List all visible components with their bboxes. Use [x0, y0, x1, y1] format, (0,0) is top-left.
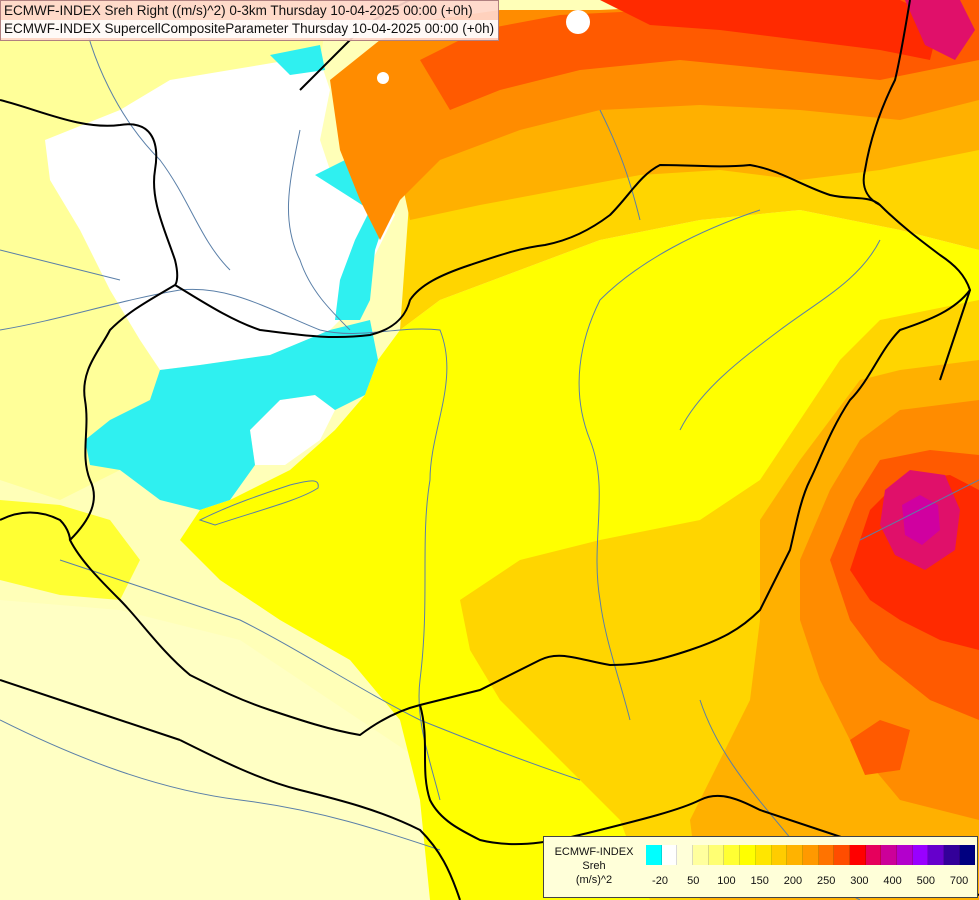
- field-purple: [902, 495, 940, 545]
- border-bosnia: [179, 739, 461, 900]
- river-north-2: [287, 129, 351, 331]
- legend-swatch: [865, 845, 882, 865]
- legend-swatch: [708, 845, 725, 865]
- river-north-1: [79, 0, 231, 271]
- river-west-1: [0, 249, 121, 281]
- legend-swatch: [646, 845, 662, 865]
- legend-swatch: [944, 845, 960, 865]
- field-red-southeast: [850, 720, 910, 775]
- field-white-spot-1: [566, 10, 590, 34]
- border-romania-west: [939, 289, 971, 381]
- field-magenta-north: [905, 0, 975, 60]
- legend-ticks: -20 50 100 150 200 250 300 400 500 700: [646, 875, 976, 889]
- field-cyan-top: [270, 45, 325, 75]
- river-east-1: [679, 239, 881, 431]
- river-tisza: [578, 209, 761, 721]
- legend-swatch: [849, 845, 866, 865]
- legend-tick-label: 200: [783, 875, 803, 887]
- legend-tick-label: 100: [717, 875, 736, 887]
- legend-box: ECMWF-INDEX Sreh (m/s)^2 -20 50 100 150 200 2…: [543, 836, 978, 898]
- field-pale-lower-west: [0, 600, 430, 900]
- legend-swatch: [755, 845, 772, 865]
- field-red-north: [600, 0, 940, 60]
- legend-swatch: [881, 845, 897, 865]
- field-white-inner: [250, 395, 335, 465]
- legend-tick-label: 500: [916, 875, 936, 887]
- legend-swatch: [693, 845, 709, 865]
- legend-swatch: [740, 845, 756, 865]
- border-hungary: [68, 163, 972, 737]
- legend-tick-label: 50: [687, 875, 700, 887]
- river-danube: [0, 288, 448, 801]
- title-line-2: ECMWF-INDEX SupercellCompositeParameter …: [1, 20, 499, 38]
- border-austria-slovakia: [0, 99, 179, 286]
- river-north-3: [599, 109, 641, 221]
- legend-color-bar: [646, 845, 976, 865]
- legend-tick-label: 150: [750, 875, 769, 887]
- legend-swatch: [677, 845, 694, 865]
- legend-swatch: [771, 845, 788, 865]
- river-east-2: [859, 479, 979, 541]
- legend-title-line-3: (m/s)^2: [575, 874, 613, 886]
- legend-tick-label: -20: [652, 875, 668, 887]
- legend-tick-label: 250: [816, 875, 836, 887]
- legend-tick-label: 700: [949, 875, 969, 887]
- legend-tick-label: 400: [883, 875, 902, 887]
- border-croatia: [0, 511, 71, 541]
- legend-title-line-1: ECMWF-INDEX: [554, 846, 634, 858]
- border-ukraine: [862, 0, 911, 206]
- legend-swatch: [834, 845, 850, 865]
- river-drava: [59, 559, 581, 781]
- map-title-box: ECMWF-INDEX Sreh Right ((m/s)^2) 0-3km T…: [0, 0, 500, 41]
- legend-swatch: [912, 845, 929, 865]
- field-cyan-area: [85, 320, 378, 510]
- river-sava: [0, 719, 441, 851]
- legend-swatch: [661, 845, 678, 865]
- field-white-area: [45, 60, 395, 370]
- field-white-spot-2: [377, 72, 389, 84]
- legend-title-line-2: Sreh: [582, 860, 606, 872]
- legend-tick-label: 300: [850, 875, 869, 887]
- title-line-1: ECMWF-INDEX Sreh Right ((m/s)^2) 0-3km T…: [4, 3, 473, 18]
- legend-swatch: [787, 845, 803, 865]
- legend-swatch: [897, 845, 913, 865]
- legend-swatch: [818, 845, 835, 865]
- legend-swatch: [724, 845, 741, 865]
- river-balaton: [198, 480, 319, 526]
- legend-swatch: [802, 845, 819, 865]
- legend-swatch: [959, 845, 976, 865]
- legend-title: ECMWF-INDEX Sreh (m/s)^2: [548, 845, 640, 887]
- border-slovenia: [0, 679, 181, 741]
- legend-swatch: [928, 845, 945, 865]
